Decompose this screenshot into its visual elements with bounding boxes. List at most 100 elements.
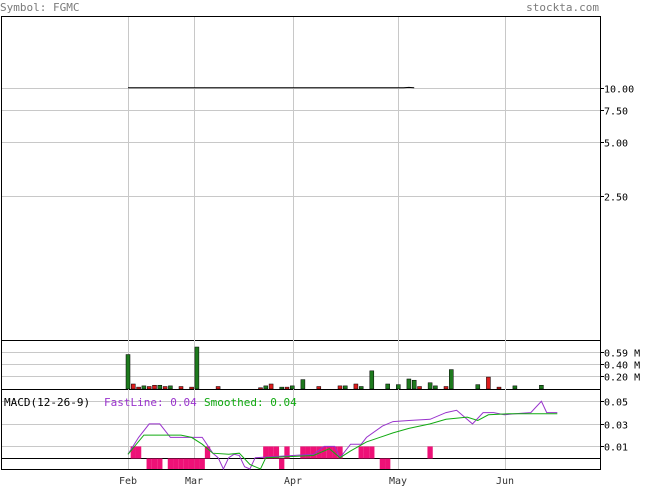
x-tick-label: Feb	[119, 476, 137, 486]
site-brand: stockta.com	[526, 1, 599, 14]
volume-bar-down	[215, 386, 221, 390]
volume-bar-up	[300, 379, 306, 390]
macd-histogram-bar	[316, 446, 322, 459]
volume-bar-up	[475, 384, 481, 390]
volume-bar-up	[125, 354, 131, 390]
volume-bar-down	[146, 386, 152, 390]
x-tick-label: May	[389, 476, 407, 486]
macd-histogram-bar	[151, 458, 158, 469]
y-tick-label: 2.50	[604, 193, 628, 204]
volume-bar-up	[279, 386, 284, 390]
volume-bar-down	[136, 386, 141, 390]
volume-bar-up	[343, 385, 348, 390]
macd-histogram-bar	[146, 458, 152, 469]
macd-histogram-bar	[369, 446, 375, 459]
y-tick-label: 5.00	[604, 139, 628, 150]
volume-bar-down	[152, 384, 157, 390]
macd-histogram-bar	[284, 446, 290, 459]
price-panel	[1, 16, 601, 341]
macd-histogram-bar	[263, 446, 269, 459]
macd-histogram-bar	[363, 446, 370, 459]
volume-bar-down	[284, 386, 290, 390]
volume-bar-up	[539, 384, 544, 390]
macd-histogram-bar	[427, 446, 433, 459]
volume-bar-up	[141, 385, 147, 390]
volume-bar-down	[178, 386, 184, 390]
volume-bars	[125, 346, 544, 390]
volume-bar-down	[443, 386, 449, 390]
volume-bar-up	[369, 370, 375, 390]
macd-histogram-bar	[332, 446, 338, 459]
volume-bar-up	[411, 379, 417, 390]
macd-histogram-bar	[199, 458, 205, 469]
macd-series	[2, 400, 600, 471]
y-tick-label: 10.00	[604, 85, 634, 96]
volume-bar-up	[396, 384, 401, 390]
volume-bar-up	[168, 385, 173, 390]
volume-bar-down	[162, 386, 168, 390]
grid-lines	[2, 17, 600, 469]
x-tick-label: Apr	[284, 476, 302, 486]
macd-histogram-bar	[135, 446, 142, 459]
macd-histogram-bar	[358, 446, 364, 459]
y-tick-label: 0.20 M	[604, 373, 640, 384]
macd-histogram-bar	[204, 446, 211, 459]
volume-bar-up	[263, 385, 269, 390]
macd-histogram-bar	[167, 458, 174, 469]
y-tick-label: 0.40 M	[604, 361, 640, 372]
y-tick-label: 7.50	[604, 107, 628, 118]
fastline-series	[127, 400, 558, 471]
macd-histogram-bar	[273, 446, 280, 459]
volume-bar-down	[258, 387, 263, 390]
macd-histogram-bar	[178, 458, 184, 469]
volume-bar-up	[433, 385, 438, 390]
macd-histogram-bar	[173, 458, 179, 469]
y-tick-label: 0.01	[604, 443, 628, 454]
volume-bar-up	[358, 386, 364, 390]
volume-bar-up	[427, 382, 433, 390]
volume-bar-down	[268, 383, 274, 390]
volume-bar-down	[131, 383, 136, 390]
volume-bar-down	[316, 386, 322, 390]
volume-bar-down	[496, 386, 502, 390]
symbol-label: Symbol: FGMC	[0, 1, 79, 14]
macd-histogram-bar	[268, 446, 274, 459]
volume-bar-down	[417, 386, 422, 390]
macd-histogram-bar	[385, 458, 391, 469]
macd-histogram-bar	[337, 446, 343, 459]
volume-bar-down	[486, 376, 491, 390]
macd-histogram-bar	[300, 446, 306, 459]
macd-histogram-bar	[157, 458, 163, 469]
macd-histogram-bar	[188, 458, 195, 469]
smoothed-legend: Smoothed: 0.04	[204, 396, 297, 409]
volume-bar-up	[290, 385, 295, 390]
macd-title: MACD(12-26-9)	[4, 396, 90, 409]
fastline-legend: FastLine: 0.04	[104, 396, 197, 409]
volume-bar-up	[194, 346, 200, 390]
y-tick-label: 0.05	[604, 398, 628, 409]
macd-histogram-bar	[305, 446, 311, 459]
macd-histogram-bar	[194, 458, 200, 469]
macd-histogram-bar	[379, 458, 386, 469]
volume-bar-up	[157, 384, 163, 390]
macd-histogram-bar	[321, 446, 327, 459]
x-tick-label: Jun	[496, 476, 514, 486]
y-tick-label: 0.59 M	[604, 349, 640, 360]
volume-bar-down	[353, 383, 359, 390]
volume-bar-up	[385, 383, 390, 390]
volume-bar-down	[337, 385, 343, 390]
volume-bar-up	[406, 378, 412, 390]
volume-bar-up	[449, 369, 454, 390]
macd-histogram-bar	[279, 458, 285, 469]
volume-bar-up	[512, 385, 518, 390]
macd-histogram-bar	[326, 446, 333, 459]
smoothed-series	[127, 413, 558, 470]
macd-histogram-bar	[183, 458, 189, 469]
y-tick-label: 0.03	[604, 421, 628, 432]
x-tick-label: Mar	[185, 476, 203, 486]
volume-bar-down	[189, 386, 194, 390]
macd-histogram-bar	[130, 446, 136, 459]
macd-histogram-bar	[310, 446, 317, 459]
